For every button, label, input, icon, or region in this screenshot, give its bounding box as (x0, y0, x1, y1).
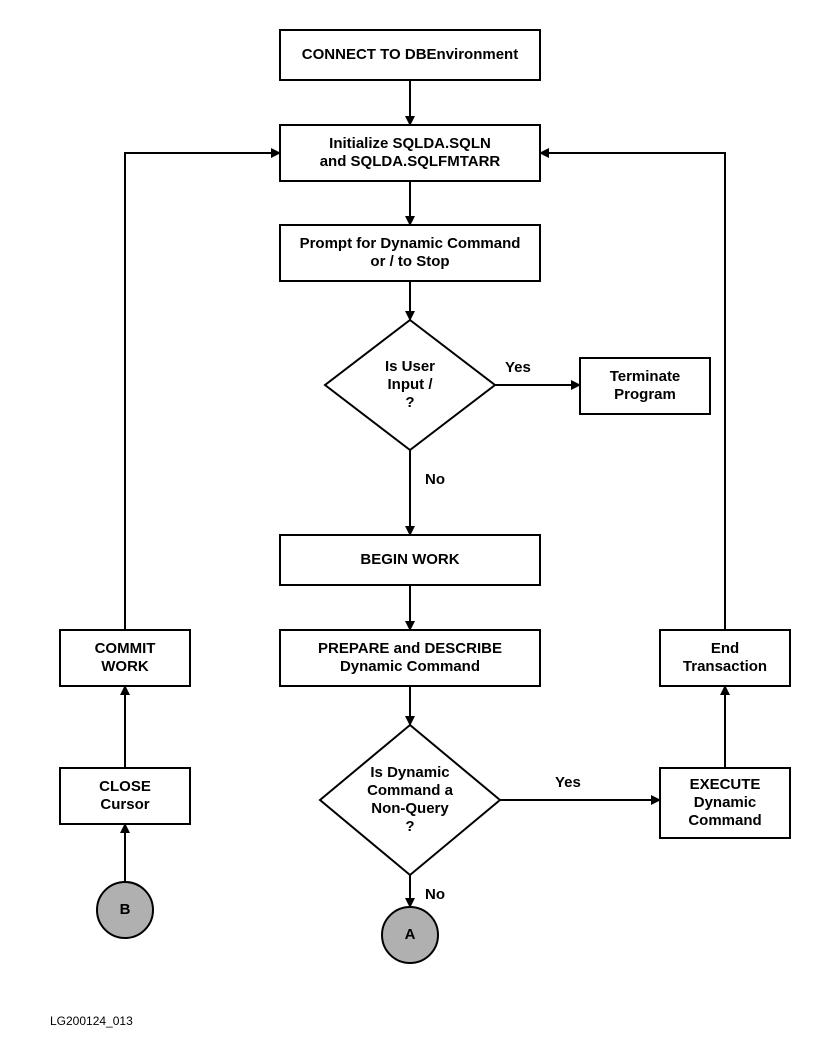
edge-label: Yes (505, 359, 531, 376)
node-terminate: TerminateProgram (580, 358, 710, 414)
node-closeCursor-label: Cursor (100, 796, 149, 813)
node-prompt-label: Prompt for Dynamic Command (300, 235, 521, 252)
node-isUserInput-label: Input / (388, 376, 434, 393)
node-isNonQuery-label: Non-Query (371, 800, 449, 817)
edge-label: No (425, 886, 445, 903)
node-terminate-label: Program (614, 386, 676, 403)
node-commit-label: COMMIT (95, 640, 156, 657)
node-prompt: Prompt for Dynamic Commandor / to Stop (280, 225, 540, 281)
node-isUserInput-label: ? (405, 394, 414, 411)
node-isNonQuery-label: Command a (367, 782, 454, 799)
node-isUserInput-label: Is User (385, 358, 435, 375)
edge-label: Yes (555, 774, 581, 791)
node-connA: A (382, 907, 438, 963)
node-connB-label: B (120, 901, 131, 918)
node-connA-label: A (405, 926, 416, 943)
node-init-label: and SQLDA.SQLFMTARR (320, 153, 501, 170)
node-connect: CONNECT TO DBEnvironment (280, 30, 540, 80)
flowchart-canvas: Yes No Yes No CONNECT TO DBEnvironment Initia… (0, 0, 836, 1056)
node-beginWork-label: BEGIN WORK (360, 551, 459, 568)
node-endTx-label: Transaction (683, 658, 767, 675)
node-endTx: EndTransaction (660, 630, 790, 686)
node-prepare: PREPARE and DESCRIBEDynamic Command (280, 630, 540, 686)
node-connect-label: CONNECT TO DBEnvironment (302, 46, 518, 63)
node-execute-label: EXECUTE (690, 776, 761, 793)
node-isNonQuery: Is DynamicCommand aNon-Query? (320, 725, 500, 875)
node-isNonQuery-label: Is Dynamic (370, 764, 449, 781)
node-endTx-label: End (711, 640, 739, 657)
node-prepare-label: PREPARE and DESCRIBE (318, 640, 502, 657)
node-commit: COMMITWORK (60, 630, 190, 686)
node-prompt-label: or / to Stop (370, 253, 449, 270)
node-commit-label: WORK (101, 658, 149, 675)
node-isNonQuery-label: ? (405, 818, 414, 835)
node-execute: EXECUTEDynamicCommand (660, 768, 790, 838)
figure-id: LG200124_013 (50, 1014, 133, 1028)
node-closeCursor: CLOSECursor (60, 768, 190, 824)
edge-label: No (425, 471, 445, 488)
flow-edge (125, 153, 280, 630)
node-prepare-label: Dynamic Command (340, 658, 480, 675)
node-isUserInput: Is UserInput /? (325, 320, 495, 450)
node-beginWork: BEGIN WORK (280, 535, 540, 585)
node-init: Initialize SQLDA.SQLNand SQLDA.SQLFMTARR (280, 125, 540, 181)
node-terminate-label: Terminate (610, 368, 681, 385)
node-execute-label: Dynamic (694, 794, 757, 811)
node-connB: B (97, 882, 153, 938)
node-execute-label: Command (688, 812, 761, 829)
node-closeCursor-label: CLOSE (99, 778, 151, 795)
node-init-label: Initialize SQLDA.SQLN (329, 135, 491, 152)
